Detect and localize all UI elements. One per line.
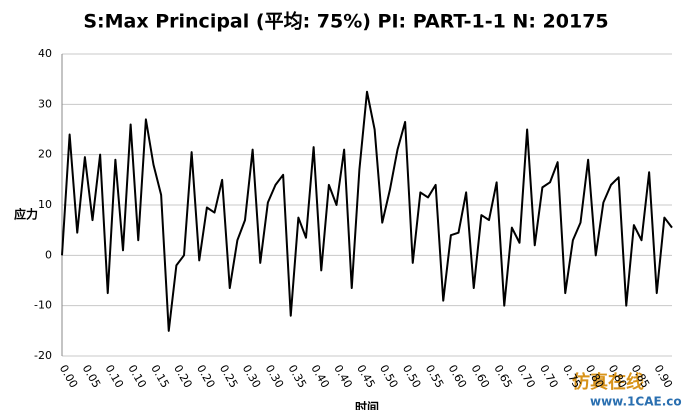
y-tick-label: 20 — [38, 148, 52, 161]
x-tick-label: 0.65 — [491, 363, 515, 391]
y-tick-label: 0 — [45, 248, 52, 261]
x-tick-label: 0.60 — [469, 363, 493, 391]
x-axis-title: 时间 — [355, 400, 379, 410]
x-tick-label: 0.55 — [423, 363, 447, 391]
y-axis-title: 应力 — [14, 207, 38, 222]
y-tick-label: 10 — [38, 198, 52, 211]
x-tick-label: 0.70 — [514, 363, 538, 391]
x-tick-label: 0.40 — [331, 363, 355, 391]
y-tick-label: -20 — [34, 349, 52, 362]
x-tick-label: 0.60 — [446, 363, 470, 391]
x-tick-label: 0.30 — [240, 363, 264, 391]
x-tick-label: 0.50 — [400, 363, 424, 391]
x-tick-label: 0.50 — [377, 363, 401, 391]
y-tick-label: -10 — [34, 299, 52, 312]
x-tick-label: 0.05 — [80, 363, 104, 391]
data-line — [61, 90, 673, 332]
x-tick-label: 0.35 — [286, 363, 310, 391]
y-tick-label: 40 — [38, 47, 52, 60]
x-tick-label: 0.10 — [125, 363, 149, 391]
watermark: www.1CAE.com — [590, 395, 682, 409]
x-tick-label: 0.40 — [308, 363, 332, 391]
x-tick-label: 0.30 — [263, 363, 287, 391]
x-tick-label: 0.25 — [217, 363, 241, 391]
x-tick-label: 0.00 — [57, 363, 81, 391]
watermark: 仿真在线 — [572, 371, 644, 393]
x-tick-label: 0.90 — [652, 363, 676, 391]
x-tick-label: 0.20 — [171, 363, 195, 391]
x-tick-label: 0.70 — [537, 363, 561, 391]
chart-title: S:Max Principal (平均: 75%) PI: PART-1-1 N… — [83, 10, 608, 33]
x-tick-label: 0.15 — [148, 363, 172, 391]
x-tick-label: 0.45 — [354, 363, 378, 391]
x-tick-label: 0.10 — [103, 363, 127, 391]
y-tick-label: 30 — [38, 97, 52, 110]
x-tick-label: 0.20 — [194, 363, 218, 391]
